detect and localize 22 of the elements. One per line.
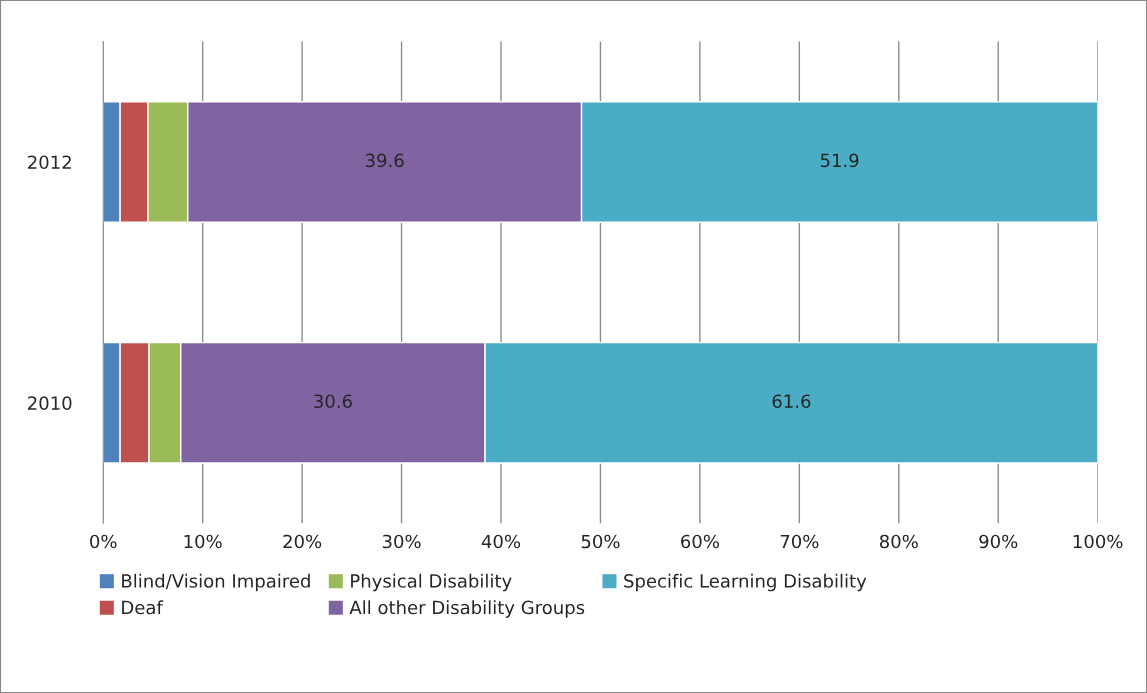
- x-tick-label: 40%: [481, 534, 521, 549]
- data-label: 61.6: [772, 394, 811, 409]
- y-tick-label: 2012: [28, 155, 71, 170]
- data-label: 51.9: [820, 153, 859, 168]
- data-label: 30.6: [314, 394, 352, 409]
- legend-label: Deaf: [122, 600, 164, 615]
- x-tick-label: 90%: [979, 534, 1018, 549]
- x-tick-label: 20%: [283, 534, 322, 549]
- legend-label: Blind/Vision Impaired: [122, 573, 310, 592]
- x-tick-label: 50%: [581, 534, 620, 549]
- x-tick-label: 60%: [681, 534, 719, 549]
- data-label: 39.6: [365, 153, 404, 168]
- legend-label: Physical Disability: [351, 573, 512, 592]
- x-tick-label: 30%: [382, 534, 421, 549]
- x-tick-label: 100%: [1073, 534, 1123, 549]
- x-tick-label: 70%: [780, 534, 819, 549]
- x-tick-label: 80%: [879, 534, 918, 549]
- y-tick-label: 2010: [28, 396, 72, 410]
- x-tick-label: 10%: [184, 534, 222, 549]
- legend-label: Specific Learning Disability: [624, 573, 867, 592]
- x-tick-label: 0%: [90, 534, 117, 549]
- legend-label: All other Disability Groups: [349, 600, 585, 618]
